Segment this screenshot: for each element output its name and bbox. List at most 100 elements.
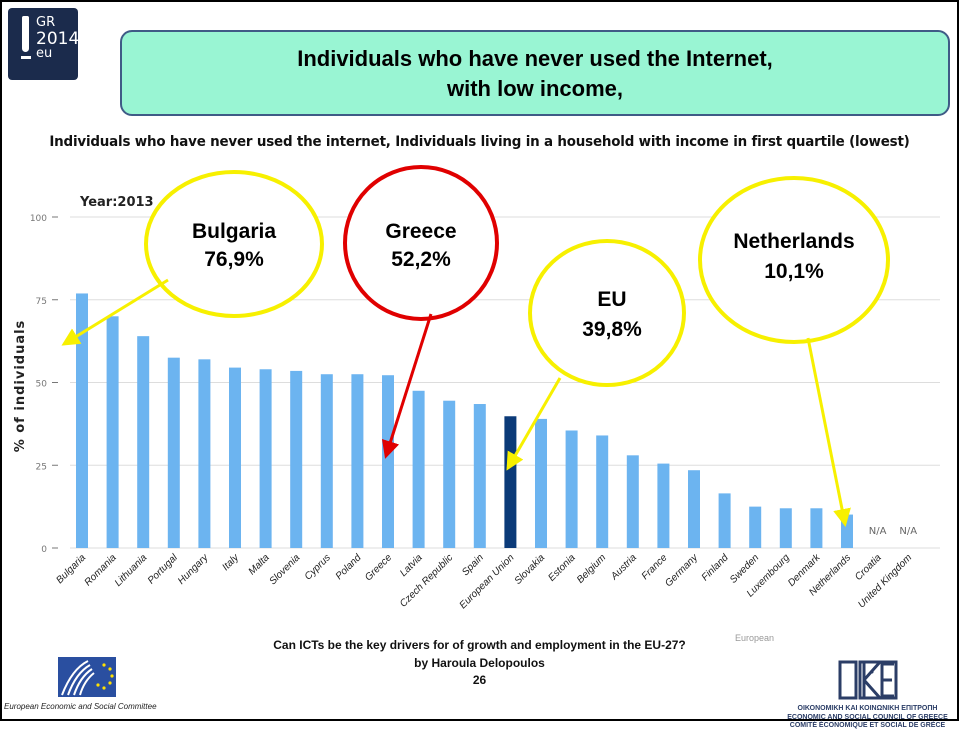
bar-poland <box>351 374 364 548</box>
bar-slovenia <box>290 370 303 548</box>
logo-drop-shape <box>22 16 29 52</box>
x-label-portugal: Portugal <box>146 552 181 587</box>
bar-latvia <box>412 390 425 548</box>
eesc-logo <box>58 657 116 697</box>
callout-netherlands: Netherlands 10,1% <box>698 176 890 344</box>
y-tick-label: 25 <box>36 462 47 472</box>
kesc-line3: COMITÉ ÉCONOMIQUE ET SOCIAL DE GRÈCE <box>789 722 946 729</box>
bar-italy <box>229 367 241 548</box>
x-label-malta: Malta <box>247 552 272 577</box>
bar-luxembourg <box>779 508 792 548</box>
bar-spain <box>473 404 486 548</box>
na-labels: N/A N/A <box>869 526 917 537</box>
callout-greece-ellipse <box>343 165 499 321</box>
slide-title-line1: Individuals who have never used the Inte… <box>297 46 773 71</box>
x-label-latvia: Latvia <box>398 552 425 579</box>
x-label-hungary: Hungary <box>176 552 211 587</box>
chart-subtitle: Individuals who have never used the inte… <box>49 134 910 150</box>
y-tick-label: 50 <box>36 380 48 390</box>
logo-text: GR 2014 eu <box>36 15 80 61</box>
logo-text-gr: GR <box>36 15 56 30</box>
footer-line2: by Haroula Delopoulos <box>414 656 545 670</box>
callout-greece: Greece 52,2% <box>343 165 499 321</box>
na-label-united-kingdom: N/A <box>899 526 917 537</box>
y-tick-label: 0 <box>41 545 47 555</box>
bar-denmark <box>810 508 823 548</box>
bar-belgium <box>596 435 609 548</box>
x-label-estonia: Estonia <box>546 552 578 584</box>
bar-malta <box>259 369 272 548</box>
bar-european-union <box>504 416 517 548</box>
bar-austria <box>626 455 639 548</box>
title-box <box>120 30 950 116</box>
y-tick-label: 100 <box>30 214 47 224</box>
callout-greece-name: Greece <box>385 220 456 243</box>
bar-slovakia <box>535 418 547 548</box>
x-label-germany: Germany <box>663 552 701 590</box>
arrow-bulgaria <box>61 278 169 346</box>
na-label-croatia: N/A <box>869 526 887 537</box>
kesc-line2: ECONOMIC AND SOCIAL COUNCIL OF GREECE <box>787 713 948 721</box>
year-label: Year:2013 <box>79 195 154 210</box>
x-label-france: France <box>640 552 670 582</box>
bar-bulgaria <box>76 293 88 548</box>
bar-portugal <box>167 357 180 548</box>
arrow-netherlands <box>806 337 851 527</box>
bar-finland <box>718 493 731 548</box>
callout-eu-name: EU <box>597 288 626 311</box>
x-label-spain: Spain <box>460 552 486 578</box>
footer-line1: Can ICTs be the key drivers for of growt… <box>273 638 686 652</box>
x-label-italy: Italy <box>220 552 241 573</box>
y-axis-ticks: 0 25 50 75 100 <box>30 214 58 555</box>
x-label-czech-republic: Czech Republic <box>398 552 455 609</box>
arrow-eu <box>506 377 562 471</box>
logo-underline <box>21 56 31 59</box>
logo-background <box>8 8 78 80</box>
source-watermark: European <box>735 633 774 643</box>
callout-netherlands-ellipse <box>698 176 890 344</box>
x-label-belgium: Belgium <box>575 552 608 585</box>
x-label-poland: Poland <box>334 552 364 582</box>
page-number: 26 <box>472 673 487 687</box>
x-label-lithuania: Lithuania <box>113 552 150 589</box>
callout-eu: EU 39,8% <box>528 239 686 387</box>
bar-sweden <box>749 506 762 548</box>
chart-bars <box>76 293 853 548</box>
y-tick-label: 75 <box>36 297 47 307</box>
callout-bulgaria-ellipse <box>144 170 324 318</box>
kesc-line1: ΟΙΚΟΝΟΜΙΚΗ ΚΑΙ ΚΟΙΝΩΝΙΚΗ ΕΠΙΤΡΟΠΗ <box>797 705 938 712</box>
bar-hungary <box>198 359 211 548</box>
bar-greece <box>382 375 394 548</box>
callout-netherlands-value: 10,1% <box>764 260 824 283</box>
callout-bulgaria-name: Bulgaria <box>192 220 276 243</box>
slide-title: Individuals who have never used the Inte… <box>120 44 950 104</box>
callout-bulgaria-value: 76,9% <box>204 248 264 271</box>
x-label-finland: Finland <box>700 552 731 583</box>
kesc-logo: ΟΙΚΟΝΟΜΙΚΗ ΚΑΙ ΚΟΙΝΩΝΙΚΗ ΕΠΙΤΡΟΠΗ ECONOM… <box>780 660 955 731</box>
logo-text-year: 2014 <box>36 29 80 49</box>
slide-title-line2: with low income, <box>446 76 623 101</box>
eesc-logo-flag <box>58 657 116 697</box>
x-label-greece: Greece <box>363 552 394 583</box>
callout-netherlands-name: Netherlands <box>733 230 854 253</box>
callout-greece-value: 52,2% <box>391 248 451 271</box>
bar-france <box>657 463 670 548</box>
x-label-slovenia: Slovenia <box>267 552 302 587</box>
eesc-text: European Economic and Social Committee <box>4 702 157 711</box>
x-label-european-union: European Union <box>458 552 517 611</box>
bar-romania <box>106 316 119 548</box>
x-label-cyprus: Cyprus <box>303 552 333 582</box>
x-label-austria: Austria <box>608 552 639 583</box>
bar-chart: 0 25 50 75 100 % of individuals Year:2013 Bu… <box>13 165 940 643</box>
callout-eu-ellipse <box>528 239 686 387</box>
gr2014-logo: GR 2014 eu <box>8 6 118 80</box>
y-axis-label: % of individuals <box>13 320 28 453</box>
bar-czech-republic <box>443 400 456 548</box>
bar-lithuania <box>137 336 150 548</box>
bar-cyprus <box>320 374 333 548</box>
x-label-slovakia: Slovakia <box>513 552 548 587</box>
arrow-greece <box>381 313 433 459</box>
kesc-logo-mark <box>838 660 897 700</box>
